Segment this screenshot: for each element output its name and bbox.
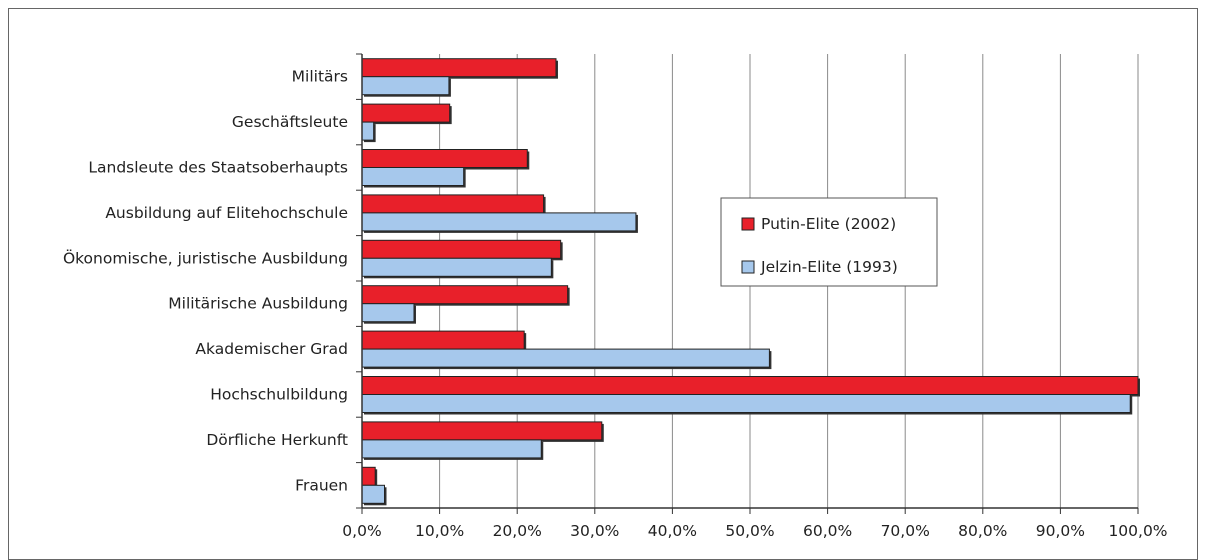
x-tick-label: 30,0% bbox=[570, 522, 619, 540]
bar-putin bbox=[361, 149, 528, 168]
x-tick-labels: 0,0% 10,0% 20,0% 30,0% 40,0% 50,0% 60,0% 70,0% 8… bbox=[342, 522, 1167, 540]
bar-putin bbox=[361, 285, 569, 305]
bar-putin bbox=[361, 239, 562, 259]
bar-jelzin bbox=[361, 348, 770, 368]
x-tick-label: 100,0% bbox=[1108, 522, 1167, 540]
category-label: Landsleute des Staatsoberhaupts bbox=[88, 159, 348, 177]
legend-swatch-putin bbox=[741, 217, 755, 231]
bar-jelzin bbox=[361, 121, 375, 141]
bar-putin bbox=[361, 376, 1139, 395]
bar-jelzin bbox=[361, 439, 542, 459]
category-label: Geschäftsleute bbox=[232, 113, 348, 131]
x-tick-label: 80,0% bbox=[958, 522, 1007, 540]
x-tick-label: 90,0% bbox=[1036, 522, 1085, 540]
legend-label-putin: Putin-Elite (2002) bbox=[761, 215, 896, 233]
x-tick-label: 20,0% bbox=[493, 522, 542, 540]
legend-box bbox=[720, 197, 938, 287]
category-label: Militärs bbox=[292, 68, 348, 86]
bar-jelzin bbox=[361, 484, 386, 504]
bar-putin bbox=[361, 194, 545, 214]
bar-putin bbox=[361, 330, 525, 350]
bar-jelzin bbox=[361, 257, 552, 277]
axes bbox=[356, 53, 1139, 514]
legend-swatch-jelzin bbox=[741, 260, 755, 274]
x-tick-label: 50,0% bbox=[725, 522, 774, 540]
bars bbox=[361, 58, 1140, 506]
bar-putin bbox=[361, 58, 557, 78]
bar-jelzin bbox=[361, 167, 465, 186]
x-tick-label: 60,0% bbox=[803, 522, 852, 540]
category-label: Ökonomische, juristische Ausbildung bbox=[63, 248, 348, 267]
bar-jelzin bbox=[361, 303, 415, 323]
x-tick-label: 0,0% bbox=[342, 522, 381, 540]
legend-label-jelzin: Jelzin-Elite (1993) bbox=[760, 258, 898, 276]
bar-jelzin bbox=[361, 212, 637, 232]
bar-jelzin bbox=[361, 394, 1131, 413]
category-label: Dörfliche Herkunft bbox=[206, 431, 348, 449]
bar-putin bbox=[361, 466, 376, 486]
category-label: Militärische Ausbildung bbox=[168, 295, 348, 313]
bar-putin bbox=[361, 421, 603, 441]
legend: Putin-Elite (2002) Jelzin-Elite (1993) bbox=[720, 197, 938, 287]
x-tick-label: 10,0% bbox=[415, 522, 464, 540]
category-label: Hochschulbildung bbox=[210, 386, 348, 404]
category-label: Akademischer Grad bbox=[195, 340, 348, 358]
x-tick-label: 70,0% bbox=[881, 522, 930, 540]
bar-jelzin bbox=[361, 76, 450, 96]
x-tick-label: 40,0% bbox=[648, 522, 697, 540]
category-label: Ausbildung auf Elitehochschule bbox=[105, 204, 348, 222]
bar-putin bbox=[361, 103, 451, 123]
category-labels: Militärs Geschäftsleute Landsleute des Sta… bbox=[63, 68, 348, 495]
category-label: Frauen bbox=[295, 476, 348, 494]
chart-frame bbox=[8, 8, 1198, 560]
